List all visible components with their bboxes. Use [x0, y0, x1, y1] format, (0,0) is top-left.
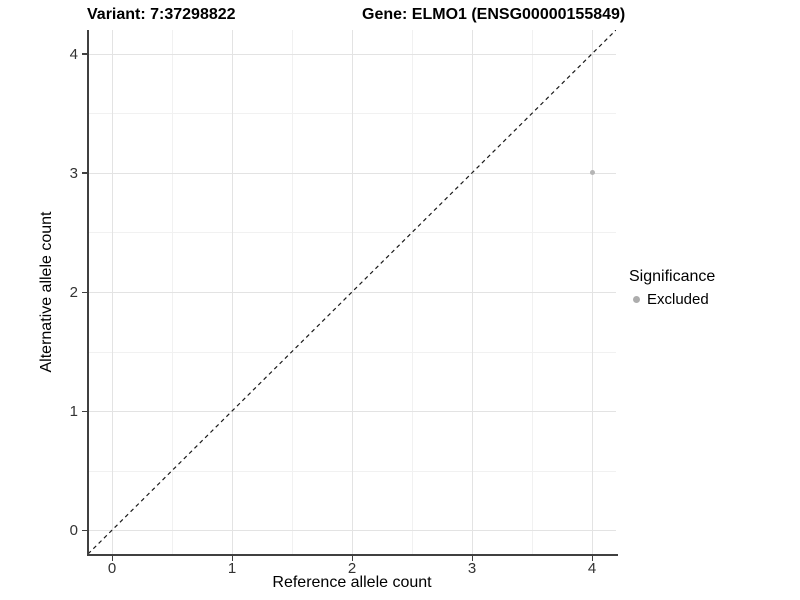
legend-title: Significance: [629, 268, 716, 285]
legend-key: [629, 292, 647, 308]
gridline-horizontal-major: [88, 411, 616, 413]
x-tick-mark: [111, 555, 113, 561]
y-tick-mark: [82, 53, 87, 55]
y-tick-label: 2: [69, 284, 78, 301]
x-tick-label: 2: [347, 560, 357, 577]
y-tick-mark: [82, 291, 87, 293]
x-tick-label: 1: [227, 560, 237, 577]
y-tick-label: 0: [69, 522, 78, 540]
x-tick-label: 0: [107, 560, 117, 577]
y-tick-mark: [82, 529, 87, 531]
y-axis-title: Alternative allele count: [38, 211, 55, 373]
x-tick-label: 4: [587, 560, 597, 577]
y-tick-mark: [82, 172, 87, 174]
y-tick-mark: [82, 410, 87, 412]
x-tick-mark: [351, 555, 353, 561]
x-axis-title: Reference allele count: [272, 574, 432, 591]
legend: Significance Excluded: [629, 268, 715, 308]
x-axis-line: [88, 554, 618, 556]
x-tick-label: 3: [467, 560, 477, 577]
y-tick-label: 4: [69, 45, 78, 63]
x-tick-mark: [591, 555, 593, 561]
x-tick-mark: [471, 555, 473, 561]
legend-item-excluded: Excluded: [629, 291, 715, 308]
excluded-point-icon: [633, 296, 640, 303]
gridline-horizontal-major: [88, 172, 616, 174]
plot-title-gene: Gene: ELMO1 (ENSG00000155849): [362, 6, 626, 23]
y-tick-label: 3: [69, 164, 78, 182]
plot-panel: [88, 30, 616, 554]
gridline-horizontal-major: [88, 53, 616, 55]
plot-title-variant: Variant: 7:37298822: [87, 6, 236, 23]
x-tick-mark: [231, 555, 233, 561]
identity-line-layer: [88, 30, 616, 554]
gridline-horizontal-major: [88, 292, 616, 293]
gridline-horizontal-major: [88, 530, 616, 532]
identity-dashed-line: [88, 30, 616, 554]
y-axis-line: [87, 30, 89, 556]
data-point-excluded: [589, 170, 595, 176]
y-tick-label: 1: [69, 403, 78, 421]
legend-item-label: Excluded: [647, 291, 709, 308]
